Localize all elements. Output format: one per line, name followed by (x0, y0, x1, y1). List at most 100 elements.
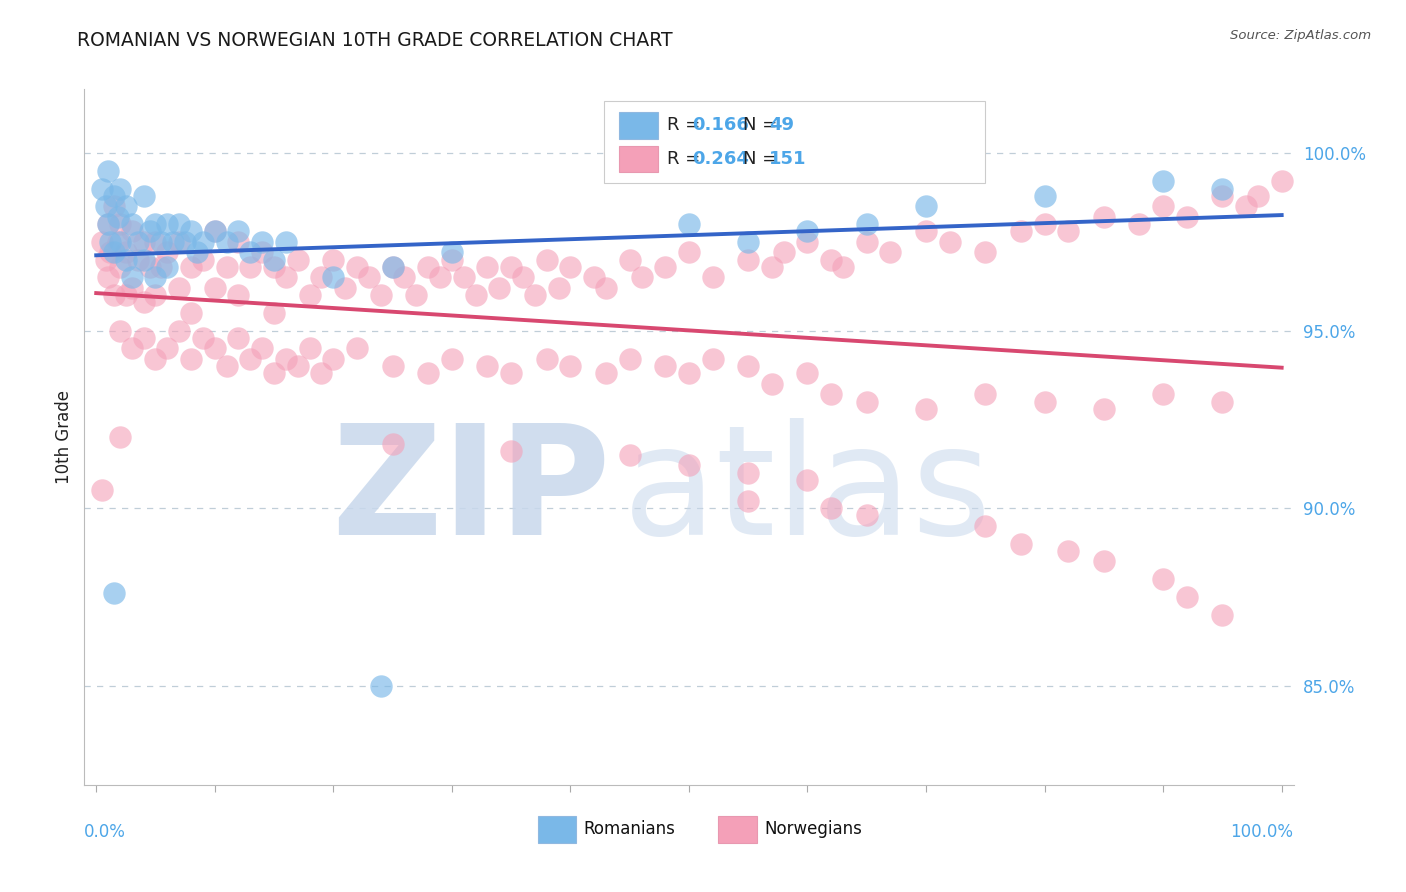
Text: atlas: atlas (623, 418, 991, 567)
Point (180, 224, 202, 238)
Point (97, 217, 120, 231)
Point (174, 235, 197, 249)
Point (250, 235, 273, 249)
Point (855, 394, 877, 409)
Point (1033, 188, 1056, 202)
Point (167, 324, 190, 338)
Point (1271, 174, 1294, 188)
Point (263, 260, 285, 274)
Point (1010, 536, 1032, 550)
Point (1211, 394, 1233, 409)
Point (915, 199, 938, 213)
Point (145, 217, 167, 231)
Point (1211, 607, 1233, 622)
Point (287, 359, 309, 373)
Point (167, 217, 190, 231)
Point (103, 586, 125, 600)
Point (1033, 217, 1056, 231)
Point (127, 235, 149, 249)
Text: N =: N = (744, 116, 783, 135)
Point (228, 235, 250, 249)
Point (453, 270, 475, 285)
Point (156, 342, 179, 356)
Point (250, 245, 273, 260)
Point (1128, 217, 1150, 231)
Point (346, 342, 368, 356)
Point (191, 252, 214, 267)
Text: 0.264: 0.264 (693, 150, 749, 168)
Point (180, 351, 202, 366)
Point (595, 281, 617, 295)
Point (204, 342, 226, 356)
Point (204, 281, 226, 295)
Point (1092, 554, 1115, 568)
Point (501, 444, 523, 458)
Point (1211, 188, 1233, 202)
Text: R =: R = (668, 150, 706, 168)
Point (1175, 210, 1198, 224)
Point (91, 483, 114, 498)
Point (103, 245, 125, 260)
Point (145, 270, 167, 285)
Point (418, 260, 440, 274)
Text: 100.0%: 100.0% (1230, 823, 1294, 841)
Point (678, 245, 700, 260)
Point (560, 359, 582, 373)
Point (855, 508, 877, 523)
Point (150, 235, 173, 249)
Point (156, 245, 179, 260)
Point (298, 342, 321, 356)
Point (191, 331, 214, 345)
Point (263, 306, 285, 320)
Point (1175, 590, 1198, 604)
Point (1152, 572, 1174, 586)
Point (1152, 174, 1174, 188)
Point (107, 235, 129, 249)
Point (1211, 181, 1233, 195)
Point (381, 437, 404, 451)
Point (239, 260, 262, 274)
FancyBboxPatch shape (538, 816, 576, 843)
Point (150, 260, 173, 274)
Point (287, 252, 309, 267)
Point (145, 351, 167, 366)
Point (215, 260, 238, 274)
Point (974, 387, 997, 401)
Point (250, 342, 273, 356)
Point (440, 252, 463, 267)
Point (115, 199, 138, 213)
Point (1057, 224, 1080, 238)
Point (619, 252, 641, 267)
Point (440, 245, 463, 260)
Point (239, 245, 262, 260)
Point (737, 252, 759, 267)
Point (737, 235, 759, 249)
Point (108, 181, 131, 195)
Point (121, 217, 143, 231)
Point (115, 245, 138, 260)
Point (832, 260, 855, 274)
Point (167, 281, 190, 295)
Point (311, 366, 333, 380)
Y-axis label: 10th Grade: 10th Grade (55, 390, 73, 484)
Point (429, 270, 451, 285)
Text: N =: N = (744, 150, 783, 168)
Point (94, 252, 117, 267)
Point (100, 245, 122, 260)
Point (180, 260, 202, 274)
Point (1092, 210, 1115, 224)
Point (796, 366, 818, 380)
Point (1010, 224, 1032, 238)
Text: 0.0%: 0.0% (84, 823, 127, 841)
Point (132, 295, 155, 310)
Point (228, 224, 250, 238)
Point (121, 342, 143, 356)
Point (394, 270, 416, 285)
Point (156, 217, 179, 231)
Point (132, 331, 155, 345)
Point (204, 224, 226, 238)
Point (94, 199, 117, 213)
Point (405, 288, 427, 302)
Point (381, 359, 404, 373)
Point (678, 217, 700, 231)
